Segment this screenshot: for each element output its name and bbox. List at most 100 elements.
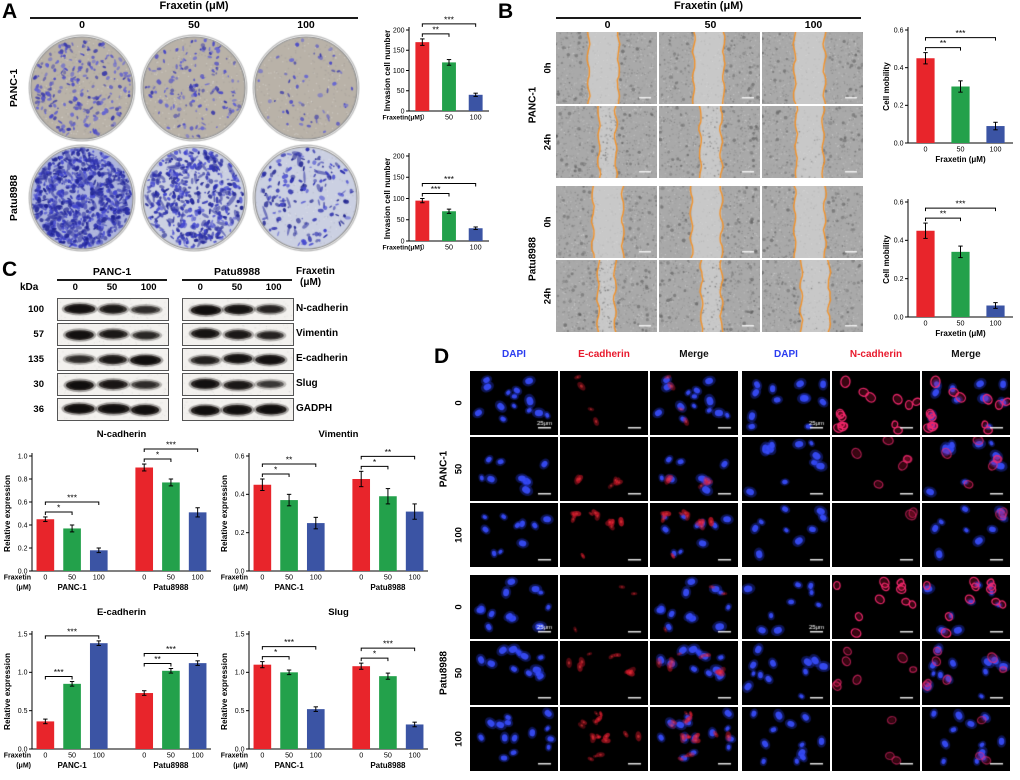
panel-d-col-header-2-merge: Merge (679, 349, 709, 360)
wound-image-panc-1-24h-50um (659, 106, 760, 178)
svg-text:Fraxetin: Fraxetin (221, 575, 248, 582)
if-image-panc-1-0um-merge (922, 371, 1010, 435)
svg-text:***: *** (956, 28, 967, 38)
svg-text:50: 50 (957, 145, 965, 154)
svg-text:0: 0 (260, 573, 264, 582)
blot-protein-label-e-cadherin: E-cadherin (296, 353, 348, 364)
panel-d-col-header-0-dapi: DAPI (502, 349, 526, 360)
panel-b-cellline-label-panc-1: PANC-1 (527, 86, 539, 124)
svg-text:***: *** (956, 199, 967, 209)
svg-text:100: 100 (192, 751, 204, 760)
svg-text:100: 100 (409, 573, 421, 582)
transwell-image-panc-1-0um (28, 34, 136, 142)
svg-text:PANC-1: PANC-1 (274, 761, 304, 770)
if-image-patu8988-0um-merge (650, 575, 738, 639)
chart-expr-vimentin: 0.0 0.2 0.4 0.6 Relative expression 0 50 100 * **… (219, 426, 431, 602)
svg-text:**: ** (940, 38, 947, 48)
svg-text:1.5: 1.5 (235, 631, 245, 638)
wound-image-patu8988-0h-50um (659, 186, 760, 258)
blot-lane-1-0: 0 (72, 282, 78, 293)
svg-text:***: *** (166, 440, 177, 450)
panel-d-dose-label-panc-1-50: 50 (453, 463, 465, 475)
svg-text:50: 50 (285, 573, 293, 582)
svg-text:Vimentin: Vimentin (319, 429, 359, 440)
panel-d-cellline-label-patu8988: Patu8988 (438, 651, 450, 695)
wound-image-panc-1-24h-0um (556, 106, 657, 178)
svg-text:0.0: 0.0 (18, 746, 28, 753)
svg-text:*: * (373, 457, 377, 467)
blot-band-gadph-panc1 (57, 398, 169, 421)
panel-d-immunofluorescence: D DAPI E-cadherin Merge DAPI N-cadherin Merge… (432, 345, 1020, 780)
svg-text:***: *** (383, 639, 394, 649)
blot-lanes-panc1: 0 50 100 (57, 282, 167, 293)
svg-text:200: 200 (393, 27, 405, 34)
blot-band-gadph-patu8988 (182, 398, 294, 421)
panel-a-transwell-grid (26, 34, 362, 252)
blot-fraxetin-label: Fraxetin (296, 266, 335, 277)
if-image-panc-1-100um-merge (650, 503, 738, 567)
svg-text:0.2: 0.2 (18, 545, 28, 552)
svg-text:(μM): (μM) (16, 585, 31, 592)
if-image-panc-1-100um-n-cadherin (832, 503, 920, 567)
blot-band-e-cadherin-patu8988 (182, 348, 294, 371)
panel-b-time-label-panc-1-24h: 24h (542, 133, 554, 151)
blot-header-panc1: PANC-1 (92, 266, 132, 278)
svg-text:0: 0 (420, 113, 424, 122)
svg-text:0: 0 (359, 751, 363, 760)
svg-text:Fraxetin (μM): Fraxetin (μM) (935, 155, 986, 164)
svg-text:100: 100 (990, 145, 1002, 154)
svg-text:100: 100 (409, 751, 421, 760)
svg-text:PANC-1: PANC-1 (57, 761, 87, 770)
panel-d-col-header-5-merge: Merge (951, 349, 981, 360)
svg-text:1.0: 1.0 (18, 670, 28, 677)
if-image-patu8988-100um-e-cadherin (560, 707, 648, 771)
panel-d-dose-label-patu8988-100: 100 (453, 731, 465, 747)
panel-d-dose-label-panc-1-0: 0 (453, 400, 465, 406)
if-image-panc-1-50um-merge (650, 437, 738, 501)
panel-a-dose-50: 50 (188, 19, 200, 31)
svg-text:50: 50 (957, 319, 965, 328)
svg-text:0.0: 0.0 (235, 568, 245, 575)
svg-text:100: 100 (990, 319, 1002, 328)
panel-d-col-header-1-e-cadherin: E-cadherin (578, 349, 630, 360)
svg-text:***: *** (444, 174, 455, 184)
svg-text:*: * (373, 649, 377, 659)
wound-image-patu8988-24h-50um (659, 260, 760, 332)
svg-text:Cell mobility: Cell mobility (882, 62, 891, 111)
svg-text:0.0: 0.0 (894, 140, 904, 147)
chart-expr-e-cadherin: 0.0 0.5 1.0 1.5 Relative expression 0 50 100 ***… (2, 604, 214, 780)
svg-text:0.6: 0.6 (235, 453, 245, 460)
svg-text:50: 50 (285, 751, 293, 760)
wound-image-patu8988-0h-0um (556, 186, 657, 258)
svg-text:100: 100 (393, 68, 405, 75)
blot-protein-label-n-cadherin: N-cadherin (296, 303, 349, 314)
wound-image-panc-1-0h-0um (556, 32, 657, 104)
if-image-patu8988-0um-dapi (470, 575, 558, 639)
if-image-patu8988-0um-e-cadherin (560, 575, 648, 639)
svg-text:(μM): (μM) (16, 763, 31, 770)
blot-band-n-cadherin-panc1 (57, 298, 169, 321)
chart-mobility-patu8988: 0.0 0.2 0.4 0.6 Cell mobility 0 50 100 ** *** Frax… (881, 176, 1016, 342)
svg-text:0.4: 0.4 (235, 492, 245, 499)
transwell-image-panc-1-50um (140, 34, 248, 142)
svg-text:N-cadherin: N-cadherin (97, 429, 147, 440)
svg-text:0: 0 (401, 238, 405, 245)
svg-text:0.4: 0.4 (18, 522, 28, 529)
if-image-patu8988-0um-merge (922, 575, 1010, 639)
svg-text:50: 50 (445, 243, 453, 252)
svg-text:0: 0 (142, 573, 146, 582)
svg-text:0: 0 (359, 573, 363, 582)
panel-a-invasion: A Fraxetin (μM) 0 50 100 0 50 100 150 200 Invas… (0, 0, 494, 258)
blot-kda-label: kDa (20, 282, 39, 293)
panel-a-dose-labels: 0 50 100 (26, 19, 362, 31)
blot-band-vimentin-panc1 (57, 323, 169, 346)
wound-image-panc-1-0h-50um (659, 32, 760, 104)
wound-image-patu8988-24h-0um (556, 260, 657, 332)
blot-lane-1-50: 50 (106, 282, 118, 293)
if-image-panc-1-100um-dapi (470, 503, 558, 567)
if-image-panc-1-50um-dapi (742, 437, 830, 501)
svg-text:0: 0 (401, 108, 405, 115)
